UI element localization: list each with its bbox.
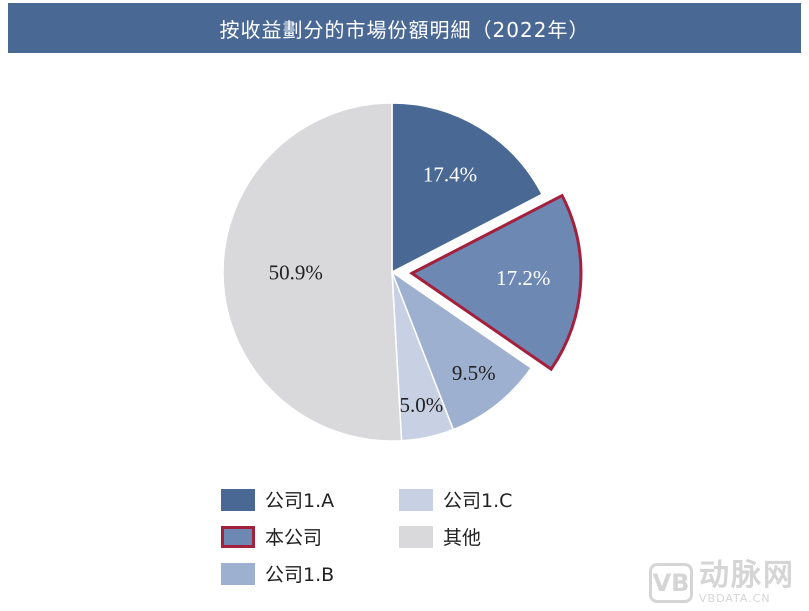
pie-slice-2 [390, 269, 533, 431]
pie-slice-0 [391, 102, 544, 274]
legend-item-our-company: 本公司 [221, 523, 322, 550]
slice-label-1: 17.2% [496, 266, 550, 290]
legend-swatch [399, 488, 433, 511]
watermark-cn: 动脉网 [699, 558, 795, 593]
legend-label: 本公司 [265, 527, 323, 549]
vb-logo-icon: VB [649, 562, 693, 603]
pie-slice-4 [222, 102, 403, 442]
legend-label: 公司1.B [265, 564, 335, 586]
chart-title: 按收益劃分的市場份額明細（2022年） [219, 17, 590, 42]
legend-swatch [221, 562, 255, 585]
legend-item-company-1c: 公司1.C [399, 486, 512, 513]
slice-label-4: 50.9% [269, 261, 323, 285]
pie-slice-1 [409, 193, 583, 372]
watermark: VB 动脉网 VBDATA.CN [649, 560, 795, 605]
legend-item-company-1a: 公司1.A [221, 486, 334, 513]
slice-label-0: 17.4% [423, 163, 477, 187]
legend: 公司1.A 公司1.C 本公司 其他 公司1.B [221, 486, 541, 591]
legend-label: 公司1.C [443, 490, 513, 512]
legend-swatch [221, 525, 255, 548]
legend-label: 其他 [443, 527, 482, 549]
legend-item-company-1b: 公司1.B [221, 560, 334, 587]
legend-swatch [221, 488, 255, 511]
legend-swatch [399, 525, 433, 548]
slice-label-3: 5.0% [400, 393, 444, 417]
watermark-en: VBDATA.CN [699, 592, 771, 605]
title-bar: 按收益劃分的市場份額明細（2022年） [8, 3, 801, 53]
slice-label-2: 9.5% [452, 361, 496, 385]
legend-label: 公司1.A [265, 490, 335, 512]
legend-item-others: 其他 [399, 523, 481, 550]
